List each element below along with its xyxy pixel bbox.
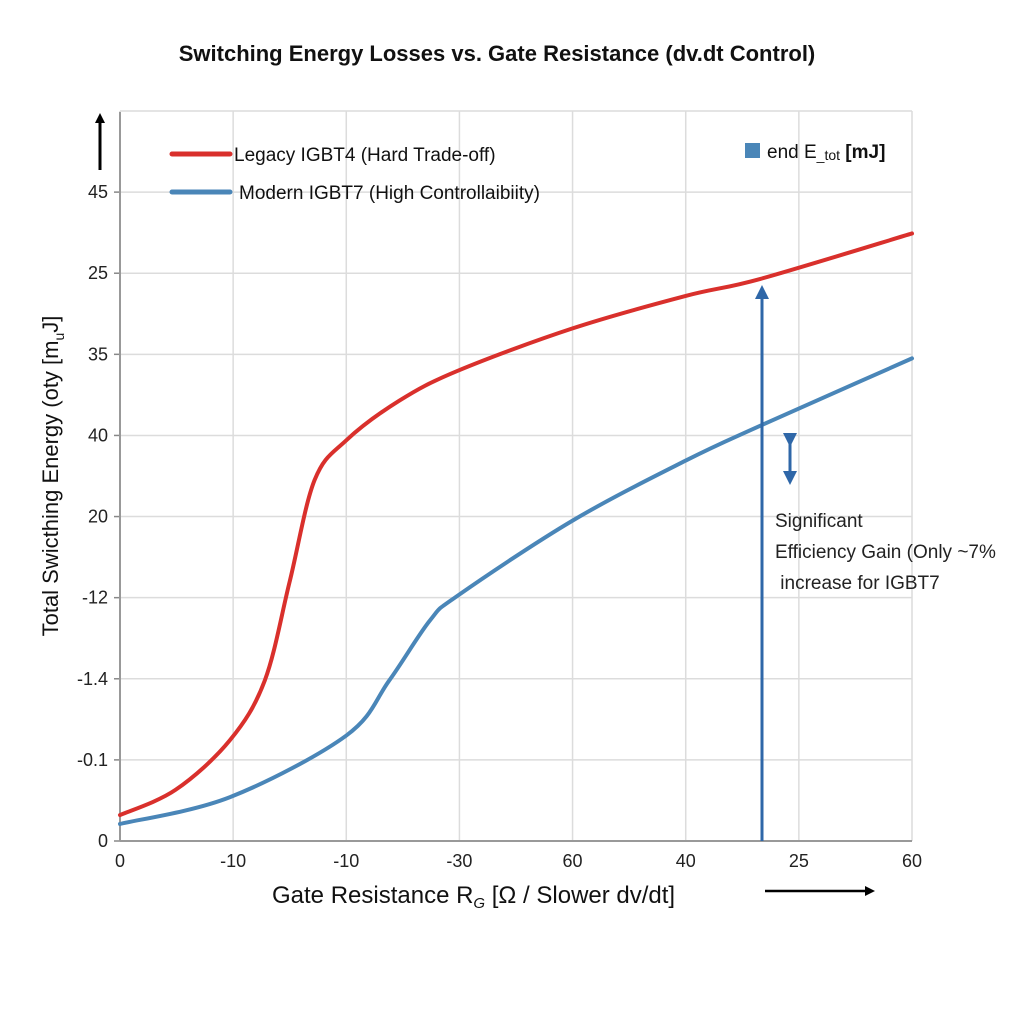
x-tick-label: -10 bbox=[333, 851, 359, 871]
y-tick-label: 25 bbox=[88, 263, 108, 283]
secondary-legend-label: end E_tot [mJ] bbox=[767, 142, 885, 163]
x-tick-label: 40 bbox=[676, 851, 696, 871]
y-tick-label: 45 bbox=[88, 182, 108, 202]
x-tick-label: 60 bbox=[902, 851, 922, 871]
legend: Legacy IGBT4 (Hard Trade-off) Modern IGB… bbox=[169, 145, 540, 204]
x-axis-label-rest: [Ω / Slower dv/dt] bbox=[485, 882, 675, 909]
y-axis-label: Total Swicthing Energy (oty [muJ] bbox=[38, 316, 67, 637]
y-tick-label: 35 bbox=[88, 344, 108, 364]
x-ticks: 0 -10 -10 -30 60 40 25 60 bbox=[115, 851, 922, 871]
x-axis-label: Gate Resistance RG [Ω / Slower dv/dt] bbox=[272, 882, 675, 912]
series-group bbox=[118, 231, 914, 826]
annotation-text: Significant Efficiency Gain (Only ~7% in… bbox=[775, 511, 1001, 594]
y-tick-label: 0 bbox=[98, 831, 108, 851]
secondary-legend-swatch bbox=[745, 143, 760, 158]
secondary-legend-main: end E bbox=[767, 142, 817, 163]
x-tick-label: -30 bbox=[446, 851, 472, 871]
x-axis-label-main: Gate Resistance R bbox=[272, 882, 473, 909]
annotation-line-3: increase for IGBT7 bbox=[775, 573, 940, 594]
y-tick-label: 20 bbox=[88, 507, 108, 527]
y-ticks: 0 -0.1 -1.4 -12 20 40 35 25 45 bbox=[77, 182, 120, 851]
secondary-legend-sub: _tot bbox=[816, 147, 840, 163]
y-tick-label: 40 bbox=[88, 425, 108, 445]
x-tick-label: 25 bbox=[789, 851, 809, 871]
series-line-legacy-igbt4 bbox=[118, 231, 914, 818]
x-tick-label: 0 bbox=[115, 851, 125, 871]
secondary-legend-end: [mJ] bbox=[840, 142, 885, 163]
grid bbox=[119, 110, 913, 842]
legend-label-modern: Modern IGBT7 (High Controllaibiity) bbox=[239, 183, 540, 204]
y-axis-label-end: J] bbox=[38, 316, 63, 333]
y-tick-label: -12 bbox=[82, 588, 108, 608]
chart-title: Switching Energy Losses vs. Gate Resista… bbox=[179, 41, 816, 66]
series-line-modern-igbt7 bbox=[118, 356, 914, 826]
y-tick-label: -0.1 bbox=[77, 750, 108, 770]
y-axis-label-sub: u bbox=[51, 333, 67, 341]
y-axis-label-main: Total Swicthing Energy (oty [m bbox=[38, 341, 63, 637]
y-tick-label: -1.4 bbox=[77, 669, 108, 689]
x-axis-label-sub: G bbox=[473, 895, 485, 912]
x-tick-label: -10 bbox=[220, 851, 246, 871]
secondary-legend: end E_tot [mJ] bbox=[745, 142, 885, 163]
annotation-line-1: Significant bbox=[775, 511, 863, 532]
x-tick-label: 60 bbox=[563, 851, 583, 871]
legend-label-legacy: Legacy IGBT4 (Hard Trade-off) bbox=[234, 145, 496, 166]
annotation-line-2: Efficiency Gain (Only ~7% bbox=[775, 542, 996, 563]
